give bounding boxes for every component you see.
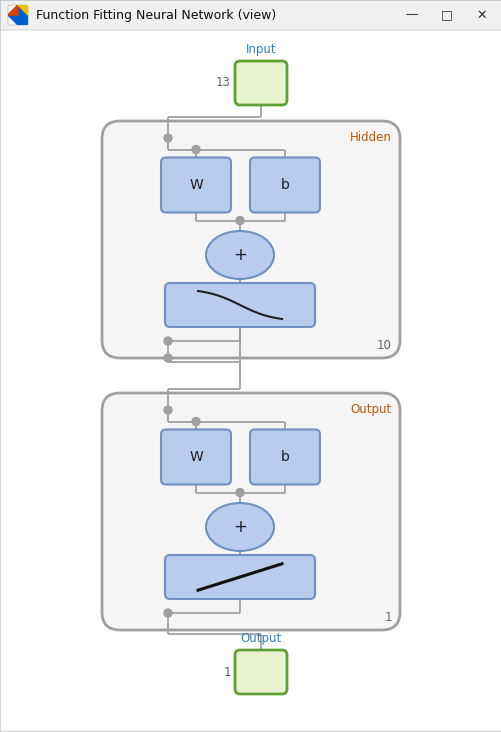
Text: 13: 13 — [216, 77, 230, 89]
Text: ✕: ✕ — [476, 9, 486, 21]
Text: b: b — [280, 450, 289, 464]
Circle shape — [164, 337, 172, 345]
Text: W: W — [189, 178, 202, 192]
Text: 1: 1 — [223, 665, 230, 679]
Text: 10: 10 — [376, 339, 391, 352]
Polygon shape — [18, 5, 28, 15]
Circle shape — [235, 217, 243, 225]
FancyBboxPatch shape — [234, 650, 287, 694]
Ellipse shape — [205, 231, 274, 279]
Text: +: + — [232, 518, 246, 536]
Text: +: + — [232, 246, 246, 264]
FancyBboxPatch shape — [102, 393, 399, 630]
FancyBboxPatch shape — [234, 61, 287, 105]
Polygon shape — [8, 5, 18, 15]
Text: —: — — [405, 9, 417, 21]
Text: □: □ — [440, 9, 452, 21]
Text: Input: Input — [245, 43, 276, 56]
Circle shape — [191, 146, 199, 154]
Text: W: W — [189, 450, 202, 464]
FancyBboxPatch shape — [161, 157, 230, 212]
Text: Output: Output — [350, 403, 391, 416]
Polygon shape — [8, 5, 28, 25]
FancyBboxPatch shape — [161, 430, 230, 485]
Text: b: b — [280, 178, 289, 192]
FancyBboxPatch shape — [0, 0, 501, 30]
Circle shape — [164, 609, 172, 617]
FancyBboxPatch shape — [165, 555, 314, 599]
Text: Output: Output — [240, 632, 281, 645]
Text: 1: 1 — [384, 611, 391, 624]
FancyBboxPatch shape — [102, 121, 399, 358]
Circle shape — [164, 354, 172, 362]
FancyBboxPatch shape — [165, 283, 314, 327]
Circle shape — [235, 488, 243, 496]
Circle shape — [164, 406, 172, 414]
Circle shape — [164, 134, 172, 142]
Ellipse shape — [205, 503, 274, 551]
Text: Function Fitting Neural Network (view): Function Fitting Neural Network (view) — [36, 9, 276, 21]
FancyBboxPatch shape — [249, 430, 319, 485]
FancyBboxPatch shape — [8, 5, 28, 25]
FancyBboxPatch shape — [249, 157, 319, 212]
Circle shape — [191, 417, 199, 425]
Text: Hidden: Hidden — [349, 131, 391, 144]
